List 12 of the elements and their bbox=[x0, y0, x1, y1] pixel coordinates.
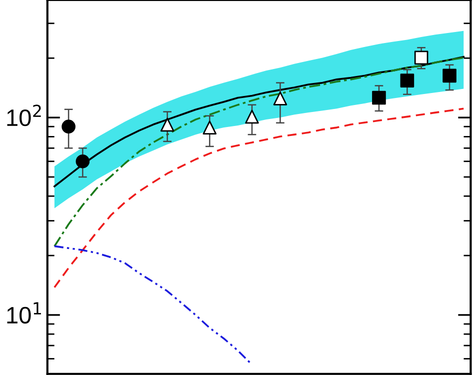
point bbox=[414, 50, 428, 65]
point bbox=[400, 74, 414, 88]
point bbox=[245, 110, 259, 124]
point bbox=[372, 90, 386, 105]
point bbox=[442, 68, 456, 83]
point bbox=[273, 92, 288, 106]
point bbox=[76, 154, 90, 168]
line-series bbox=[54, 108, 465, 288]
point bbox=[62, 120, 76, 134]
point bbox=[160, 118, 174, 132]
y-tick-label: 10$^{2}$ bbox=[7, 104, 41, 126]
y-tick-label: 10$^{1}$ bbox=[7, 302, 41, 324]
